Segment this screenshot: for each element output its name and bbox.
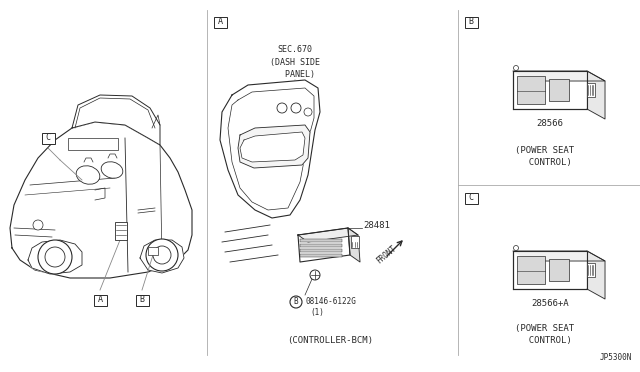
Bar bbox=[93, 295, 106, 305]
Bar bbox=[517, 76, 545, 104]
Bar bbox=[513, 251, 588, 289]
Text: (POWER SEAT: (POWER SEAT bbox=[515, 324, 575, 333]
Text: 28481: 28481 bbox=[363, 221, 390, 230]
Bar bbox=[513, 71, 588, 109]
Text: A: A bbox=[218, 17, 223, 26]
Bar bbox=[587, 83, 595, 97]
Ellipse shape bbox=[101, 162, 123, 178]
Bar bbox=[300, 249, 342, 252]
Text: 28566+A: 28566+A bbox=[531, 298, 569, 308]
Bar bbox=[351, 236, 359, 248]
Polygon shape bbox=[140, 240, 184, 273]
Bar bbox=[549, 79, 569, 101]
Polygon shape bbox=[72, 95, 160, 145]
Bar bbox=[517, 256, 545, 284]
Polygon shape bbox=[298, 228, 350, 262]
Circle shape bbox=[146, 239, 178, 271]
Text: B: B bbox=[468, 17, 474, 26]
Polygon shape bbox=[348, 228, 360, 262]
Polygon shape bbox=[240, 132, 305, 162]
Text: 28566: 28566 bbox=[536, 119, 563, 128]
Text: (POWER SEAT: (POWER SEAT bbox=[515, 145, 575, 154]
Circle shape bbox=[290, 296, 302, 308]
Text: CONTROL): CONTROL) bbox=[518, 336, 572, 344]
Polygon shape bbox=[513, 71, 605, 81]
Polygon shape bbox=[298, 228, 358, 242]
Polygon shape bbox=[10, 122, 192, 278]
Polygon shape bbox=[28, 240, 82, 274]
Text: (1): (1) bbox=[310, 308, 324, 317]
Bar bbox=[136, 295, 148, 305]
Text: PANEL): PANEL) bbox=[275, 70, 315, 78]
Circle shape bbox=[33, 220, 43, 230]
Circle shape bbox=[38, 240, 72, 274]
Bar bbox=[300, 254, 342, 257]
Polygon shape bbox=[220, 80, 320, 218]
Circle shape bbox=[513, 246, 518, 250]
Bar bbox=[465, 192, 477, 203]
Text: FRONT: FRONT bbox=[375, 244, 399, 266]
Circle shape bbox=[310, 270, 320, 280]
Bar bbox=[148, 247, 158, 255]
Circle shape bbox=[277, 103, 287, 113]
Bar bbox=[42, 132, 54, 144]
Ellipse shape bbox=[76, 166, 100, 184]
Text: B: B bbox=[294, 298, 298, 307]
Text: SEC.670: SEC.670 bbox=[278, 45, 312, 55]
Circle shape bbox=[304, 108, 312, 116]
Text: CONTROL): CONTROL) bbox=[518, 157, 572, 167]
Bar bbox=[68, 138, 118, 150]
Bar bbox=[587, 263, 595, 277]
Text: C: C bbox=[468, 193, 474, 202]
Text: (DASH SIDE: (DASH SIDE bbox=[270, 58, 320, 67]
Circle shape bbox=[45, 247, 65, 267]
Text: C: C bbox=[45, 134, 51, 142]
Text: (CONTROLLER-BCM): (CONTROLLER-BCM) bbox=[287, 336, 373, 344]
Polygon shape bbox=[513, 251, 605, 261]
Circle shape bbox=[291, 103, 301, 113]
Text: B: B bbox=[140, 295, 145, 305]
Polygon shape bbox=[587, 251, 605, 299]
Circle shape bbox=[153, 246, 171, 264]
Bar bbox=[115, 222, 127, 240]
Bar bbox=[300, 239, 342, 242]
Circle shape bbox=[513, 65, 518, 71]
Text: JP5300N: JP5300N bbox=[600, 353, 632, 362]
Polygon shape bbox=[238, 125, 310, 168]
Bar bbox=[549, 259, 569, 281]
Bar bbox=[300, 244, 342, 247]
Bar bbox=[465, 16, 477, 28]
Bar bbox=[214, 16, 227, 28]
Polygon shape bbox=[587, 71, 605, 119]
Text: 08146-6122G: 08146-6122G bbox=[305, 298, 356, 307]
Text: A: A bbox=[97, 295, 102, 305]
